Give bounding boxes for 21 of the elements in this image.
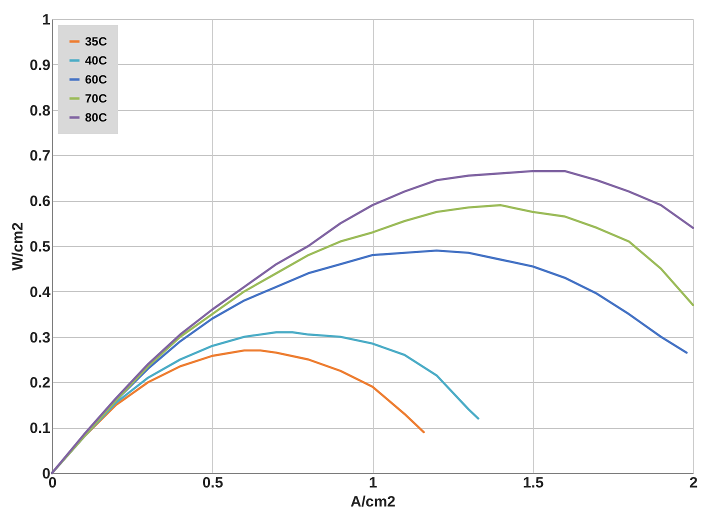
x-tick-label: 1 [368, 474, 378, 492]
y-tick-label: 0.9 [30, 56, 50, 74]
legend-label: 70C [85, 92, 108, 106]
y-tick-label: 0.2 [30, 374, 50, 392]
x-tick-label: 1.5 [522, 474, 544, 492]
y-tick-label: 0.3 [30, 329, 50, 346]
y-tick-label: 0.4 [30, 284, 52, 301]
y-axis-title: W/cm2 [10, 222, 27, 271]
y-tick-label: 0.7 [30, 148, 50, 165]
y-tick-label: 0.6 [30, 193, 50, 210]
x-tick-label: 2 [689, 474, 698, 492]
legend-label: 40C [85, 54, 108, 68]
legend-label: 60C [85, 72, 108, 86]
y-tick-label: 0.8 [30, 102, 50, 120]
legend-label: 35C [85, 34, 108, 48]
x-axis-title: A/cm2 [350, 494, 396, 510]
legend-label: 80C [85, 110, 108, 124]
y-tick-label: 0.5 [30, 238, 50, 256]
x-tick-label: 0.5 [202, 474, 224, 492]
y-tick-label: 1 [42, 12, 50, 28]
y-tick-label: 0.1 [30, 420, 50, 438]
